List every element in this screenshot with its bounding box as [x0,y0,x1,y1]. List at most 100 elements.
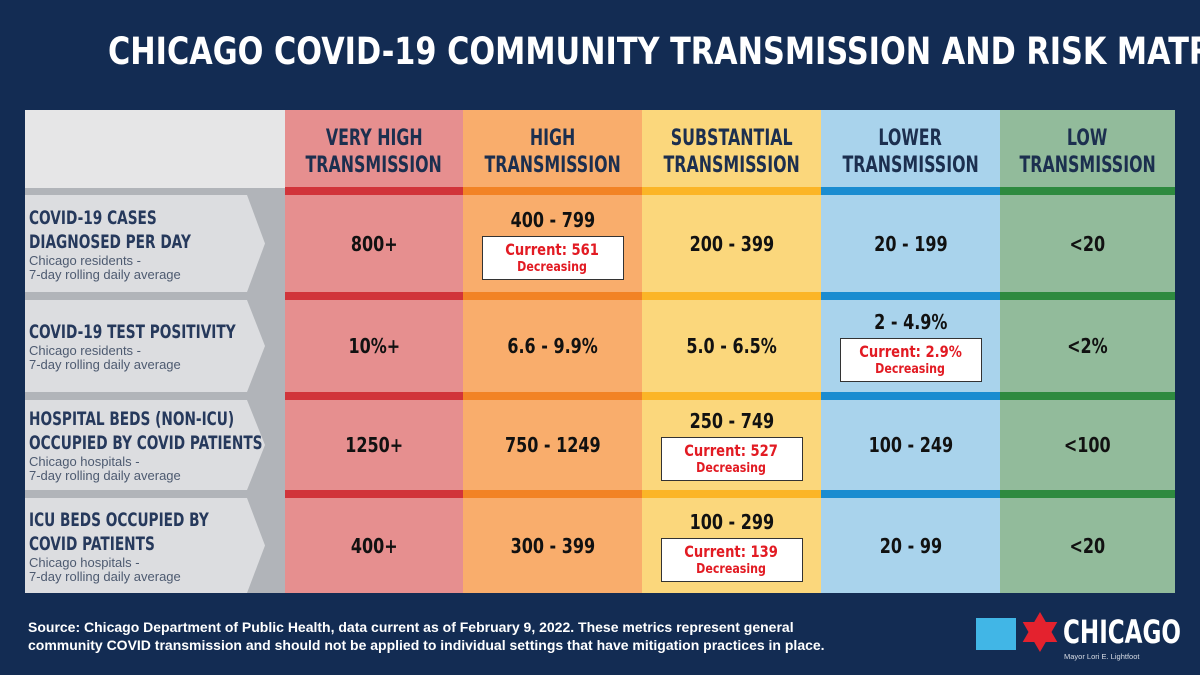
column-header-line2: TRANSMISSION [842,153,979,178]
matrix-cell: 250 - 749 Current: 527 Decreasing [642,400,821,490]
page-title: CHICAGO COVID-19 COMMUNITY TRANSMISSION … [108,30,1200,73]
flag-stripe-icon [976,618,1016,650]
footnote-line-1: Source: Chicago Department of Public Hea… [28,619,794,635]
footnote-line-2: community COVID transmission and should … [28,637,825,653]
trend-status: Decreasing [875,362,946,377]
trend-status: Decreasing [696,461,767,476]
threshold-range: 750 - 1249 [504,433,601,457]
matrix-cell: <20 [1000,195,1175,292]
column-header-line2: TRANSMISSION [305,153,443,178]
matrix-cell: 20 - 199 [821,195,1000,292]
row-title-line: COVID-19 CASES [29,206,157,229]
row-title-line: ICU BEDS OCCUPIED BY [29,508,209,531]
row-title-line: OCCUPIED BY COVID PATIENTS [29,432,263,454]
matrix-cell: 10%+ [285,300,463,392]
level-column-3: SUBSTANTIAL TRANSMISSION 200 - 399 5.0 - 6.… [642,110,821,593]
column-divider-bar [821,392,1000,400]
row-label-1: COVID-19 CASES DIAGNOSED PER DAY Chicago r… [25,195,265,292]
threshold-range: 800+ [350,231,398,256]
threshold-range: 100 - 249 [868,433,953,457]
column-header-line1: HIGH [529,126,576,151]
column-header-line2: TRANSMISSION [1019,153,1156,178]
column-divider-bar [463,490,642,498]
trend-status: Decreasing [696,561,767,577]
threshold-range: <2% [1067,334,1108,358]
row-title-line: DIAGNOSED PER DAY [29,230,191,253]
threshold-range: <100 [1064,433,1111,457]
logo-wordmark: CHICAGO [1063,613,1182,651]
current-value-badge: Current: 139 Decreasing [660,537,803,582]
threshold-range: 200 - 399 [689,231,774,256]
column-divider-bar [1000,490,1175,498]
column-header-line2: TRANSMISSION [663,153,800,178]
matrix-cell: 100 - 299 Current: 139 Decreasing [642,498,821,593]
row-title-line: COVID-19 TEST POSITIVITY [29,321,236,343]
column-divider-bar [642,187,821,195]
matrix-cell: <20 [1000,498,1175,593]
column-header-line1: VERY HIGH [325,126,423,151]
column-divider-bar [821,187,1000,195]
column-divider-bar [1000,292,1175,300]
column-divider-bar [285,187,463,195]
matrix-cell: 200 - 399 [642,195,821,292]
threshold-range: 5.0 - 6.5% [686,334,777,358]
column-divider-bar [821,292,1000,300]
source-footnote: Source: Chicago Department of Public Hea… [28,618,948,654]
current-value-badge: Current: 561 Decreasing [481,235,624,280]
column-header: LOWER TRANSMISSION [821,110,1000,188]
column-divider-bar [642,490,821,498]
level-column-2: HIGH TRANSMISSION 400 - 799 Current: 561 Dec… [463,110,642,593]
matrix-corner [25,110,285,188]
column-divider-bar [463,187,642,195]
column-divider-bar [463,292,642,300]
matrix-cell: 6.6 - 9.9% [463,300,642,392]
matrix-cell: 20 - 99 [821,498,1000,593]
column-divider-bar [1000,187,1175,195]
row-subtitle-line: Chicago hospitals - [29,554,140,570]
threshold-range: 6.6 - 9.9% [507,334,598,358]
column-header-line2: TRANSMISSION [484,153,621,178]
threshold-range: <20 [1069,231,1106,256]
row-subtitle-line: 7-day rolling daily average [29,568,181,584]
matrix-cell: 5.0 - 6.5% [642,300,821,392]
column-divider-bar [642,392,821,400]
level-column-4: LOWER TRANSMISSION 20 - 199 2 - 4.9% Current… [821,110,1000,593]
row-subtitle-line: 7-day rolling daily average [29,357,181,372]
column-header: LOW TRANSMISSION [1000,110,1175,188]
matrix-cell: 750 - 1249 [463,400,642,490]
threshold-range: 2 - 4.9% [873,310,948,334]
threshold-range: 10%+ [348,334,400,358]
matrix-cell: 100 - 249 [821,400,1000,490]
current-value-badge: Current: 2.9% Decreasing [839,338,982,382]
current-value: Current: 139 [684,541,779,561]
column-header: VERY HIGH TRANSMISSION [285,110,463,188]
matrix-cell: 2 - 4.9% Current: 2.9% Decreasing [821,300,1000,392]
level-column-1: VERY HIGH TRANSMISSION 800+ 10%+ 1250+ 400+ [285,110,463,593]
matrix-cell: 400 - 799 Current: 561 Decreasing [463,195,642,292]
trend-status: Decreasing [517,259,588,275]
row-subtitle-line: 7-day rolling daily average [29,266,181,282]
column-header: HIGH TRANSMISSION [463,110,642,188]
current-value: Current: 527 [684,441,779,460]
row-subtitle-line: Chicago hospitals - [29,454,140,469]
row-label-3: HOSPITAL BEDS (NON-ICU) OCCUPIED BY COVID… [25,400,265,490]
row-title-line: COVID PATIENTS [29,532,155,555]
column-divider-bar [285,292,463,300]
column-header-line1: SUBSTANTIAL [670,126,793,151]
column-header-line1: LOW [1067,126,1108,151]
column-header-line1: LOWER [878,126,943,151]
column-header: SUBSTANTIAL TRANSMISSION [642,110,821,188]
logo-subtitle: Mayor Lori E. Lightfoot [1064,652,1140,661]
threshold-range: 250 - 749 [689,409,774,433]
threshold-range: <20 [1069,533,1106,558]
chicago-logo: CHICAGO Mayor Lori E. Lightfoot [976,612,1186,663]
current-value-badge: Current: 527 Decreasing [660,437,803,481]
column-divider-bar [285,490,463,498]
matrix-cell: 1250+ [285,400,463,490]
row-subtitle-line: Chicago residents - [29,343,141,358]
threshold-range: 100 - 299 [689,509,774,534]
risk-matrix: COVID-19 CASES DIAGNOSED PER DAY Chicago r… [25,110,1175,593]
matrix-cell: <2% [1000,300,1175,392]
column-divider-bar [463,392,642,400]
column-divider-bar [642,292,821,300]
